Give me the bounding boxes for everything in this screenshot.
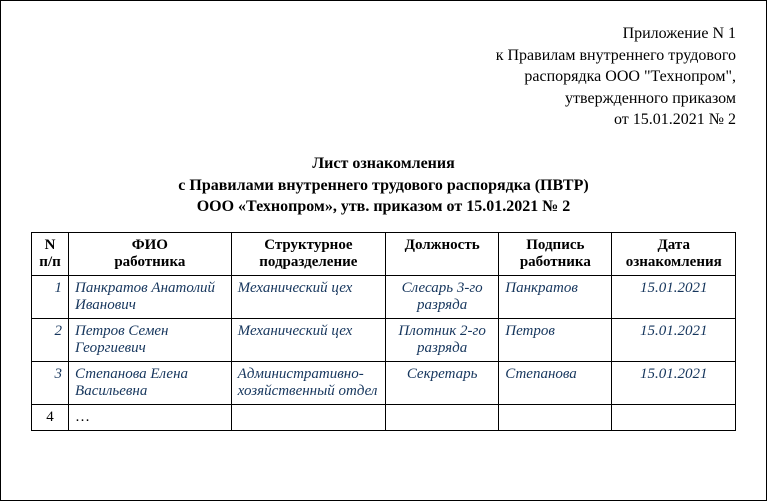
cell-department: Механический цех xyxy=(231,275,385,318)
cell-name: … xyxy=(69,404,232,430)
appendix-line: к Правилам внутреннего трудового xyxy=(31,45,736,67)
cell-date xyxy=(612,404,736,430)
col-header-name: ФИОработника xyxy=(69,232,232,275)
table-row: 2 Петров Семен Георгиевич Механический ц… xyxy=(32,318,736,361)
col-header-signature: Подписьработника xyxy=(499,232,612,275)
appendix-header: Приложение N 1 к Правилам внутреннего тр… xyxy=(31,23,736,131)
cell-signature: Степанова xyxy=(499,361,612,404)
cell-department: Административно-хозяйственный отдел xyxy=(231,361,385,404)
title-line: с Правилами внутреннего трудового распор… xyxy=(31,175,736,197)
table-row: 1 Панкратов Анатолий Иванович Механическ… xyxy=(32,275,736,318)
table-header-row: Nп/п ФИОработника Структурноеподразделен… xyxy=(32,232,736,275)
appendix-line: от 15.01.2021 № 2 xyxy=(31,109,736,131)
cell-number: 2 xyxy=(32,318,69,361)
col-header-date: Датаознакомления xyxy=(612,232,736,275)
cell-department: Механический цех xyxy=(231,318,385,361)
cell-number: 3 xyxy=(32,361,69,404)
cell-position: Плотник 2-го разряда xyxy=(386,318,499,361)
acquaintance-table: Nп/п ФИОработника Структурноеподразделен… xyxy=(31,232,736,431)
appendix-line: утвержденного приказом xyxy=(31,88,736,110)
appendix-line: распорядка ООО "Технопром", xyxy=(31,66,736,88)
cell-position: Слесарь 3-го разряда xyxy=(386,275,499,318)
cell-date: 15.01.2021 xyxy=(612,318,736,361)
cell-number: 1 xyxy=(32,275,69,318)
col-header-number: Nп/п xyxy=(32,232,69,275)
cell-signature: Петров xyxy=(499,318,612,361)
table-row-blank: 4 … xyxy=(32,404,736,430)
title-line: ООО «Технопром», утв. приказом от 15.01.… xyxy=(31,196,736,218)
cell-name: Петров Семен Георгиевич xyxy=(69,318,232,361)
table-row: 3 Степанова Елена Васильевна Администрат… xyxy=(32,361,736,404)
cell-date: 15.01.2021 xyxy=(612,361,736,404)
cell-date: 15.01.2021 xyxy=(612,275,736,318)
cell-signature xyxy=(499,404,612,430)
cell-name: Степанова Елена Васильевна xyxy=(69,361,232,404)
cell-number: 4 xyxy=(32,404,69,430)
col-header-position: Должность xyxy=(386,232,499,275)
appendix-line: Приложение N 1 xyxy=(31,23,736,45)
col-header-department: Структурноеподразделение xyxy=(231,232,385,275)
title-line: Лист ознакомления xyxy=(31,153,736,175)
cell-signature: Панкратов xyxy=(499,275,612,318)
cell-position: Секретарь xyxy=(386,361,499,404)
document-page: Приложение N 1 к Правилам внутреннего тр… xyxy=(0,0,767,501)
document-title: Лист ознакомления с Правилами внутреннег… xyxy=(31,153,736,218)
cell-name: Панкратов Анатолий Иванович xyxy=(69,275,232,318)
cell-department xyxy=(231,404,385,430)
cell-position xyxy=(386,404,499,430)
